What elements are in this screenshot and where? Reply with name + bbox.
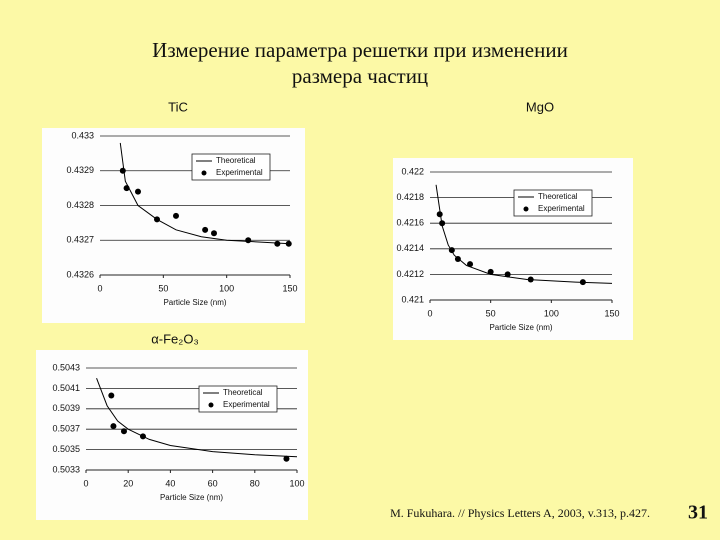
y-tick-label: 0.5043 <box>52 362 80 372</box>
data-point <box>173 212 179 219</box>
data-point <box>139 433 146 440</box>
x-tick-label: 0 <box>83 478 88 488</box>
chart-title: TiC <box>168 99 188 114</box>
data-point <box>110 423 117 430</box>
y-tick-label: 0.5039 <box>52 403 80 413</box>
data-point <box>454 256 461 263</box>
data-point <box>108 392 115 399</box>
data-point <box>285 240 292 247</box>
x-axis-label: Particle Size (nm) <box>489 323 552 332</box>
data-point <box>487 268 494 275</box>
data-point <box>504 271 511 278</box>
y-tick-label: 0.4212 <box>396 269 424 279</box>
x-tick-label: 0 <box>97 283 102 293</box>
chart-title: α-Fe₂O₃ <box>151 331 198 346</box>
legend-label: Theoretical <box>223 388 263 397</box>
y-tick-label: 0.4328 <box>66 200 94 210</box>
y-tick-label: 0.4329 <box>66 165 94 175</box>
y-tick-label: 0.5041 <box>52 383 80 393</box>
x-tick-label: 50 <box>486 308 496 318</box>
citation: M. Fukuhara. // Physics Letters A, 2003,… <box>390 506 650 520</box>
x-tick-label: 60 <box>208 478 218 488</box>
y-tick-label: 0.4216 <box>396 218 424 228</box>
data-point <box>154 216 160 223</box>
y-tick-label: 0.5035 <box>52 444 80 454</box>
x-tick-label: 100 <box>289 478 304 488</box>
y-tick-label: 0.422 <box>401 166 424 176</box>
data-point <box>448 247 455 254</box>
data-point <box>211 230 217 237</box>
y-tick-label: 0.433 <box>71 130 94 140</box>
slide-title: Измерение параметра решетки при изменени… <box>152 38 568 62</box>
legend-label: Experimental <box>223 400 270 409</box>
data-point <box>202 226 209 233</box>
x-tick-label: 50 <box>158 283 168 293</box>
legend-label: Theoretical <box>216 156 256 165</box>
x-tick-label: 0 <box>427 308 432 318</box>
x-axis-label: Particle Size (nm) <box>160 493 223 502</box>
legend-box <box>513 189 593 217</box>
data-point <box>436 211 443 218</box>
theoretical-line <box>119 142 291 245</box>
data-point <box>527 276 534 283</box>
x-tick-label: 150 <box>604 308 619 318</box>
x-tick-label: 80 <box>250 478 260 488</box>
x-tick-label: 20 <box>123 478 133 488</box>
y-tick-label: 0.4327 <box>66 235 94 245</box>
legend-marker <box>201 170 207 176</box>
data-point <box>579 279 586 286</box>
data-point <box>120 428 127 435</box>
x-tick-label: 40 <box>165 478 175 488</box>
legend-marker <box>523 206 529 212</box>
y-tick-label: 0.4218 <box>396 192 424 202</box>
slide-title: размера частиц <box>292 64 428 88</box>
chart-panel <box>36 350 308 520</box>
data-point <box>283 455 290 462</box>
y-tick-label: 0.5037 <box>52 424 80 434</box>
theoretical-line <box>96 378 298 458</box>
data-point <box>245 237 252 244</box>
chart-title: MgO <box>526 99 554 114</box>
data-point <box>135 188 141 195</box>
theoretical-line <box>435 184 613 284</box>
legend-label: Theoretical <box>538 192 578 201</box>
legend-box <box>191 153 271 181</box>
x-tick-label: 100 <box>219 283 234 293</box>
y-tick-label: 0.4214 <box>396 243 424 253</box>
data-point <box>467 261 474 268</box>
data-point <box>274 240 281 247</box>
legend-box <box>198 385 278 413</box>
data-point <box>119 167 126 174</box>
page-number: 31 <box>688 502 708 524</box>
y-tick-label: 0.421 <box>401 294 424 304</box>
y-tick-label: 0.4326 <box>66 269 94 279</box>
legend-label: Experimental <box>216 168 263 177</box>
x-axis-label: Particle Size (nm) <box>163 298 226 307</box>
y-tick-label: 0.5033 <box>52 464 80 474</box>
data-point <box>123 185 130 192</box>
legend-marker <box>208 402 214 408</box>
data-point <box>439 220 446 227</box>
legend-label: Experimental <box>538 204 585 213</box>
x-tick-label: 100 <box>544 308 559 318</box>
x-tick-label: 150 <box>282 283 297 293</box>
